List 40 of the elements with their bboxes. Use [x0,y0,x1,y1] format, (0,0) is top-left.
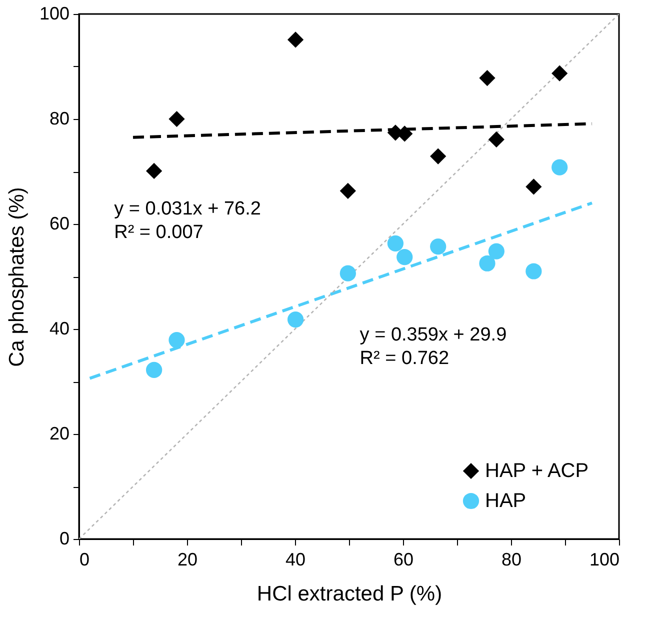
legend-label: HAP + ACP [485,460,589,482]
y-tick-label: 80 [49,108,70,128]
point [340,182,356,199]
y-tick-label: 60 [49,214,70,234]
point [430,238,446,255]
point [479,70,496,86]
point [168,110,185,128]
x-tick-label: 80 [501,550,522,570]
annotation: R² = 0.762 [360,348,450,369]
y-tick-label: 20 [49,424,70,444]
point [146,162,162,180]
point [287,312,304,328]
point [146,362,162,378]
annotation: y = 0.359x + 29.9 [360,324,507,346]
y-axis-title: Ca phosphates (%) [5,187,28,367]
point [287,32,304,48]
point [168,332,185,348]
point [552,65,568,82]
point [526,263,542,280]
point [340,265,356,282]
point [526,178,542,195]
y-tick-label: 40 [49,318,70,338]
legend-label: HAP [485,490,526,512]
x-axis-title: HCl extracted P (%) [256,582,442,606]
x-tick-label: 0 [80,550,90,570]
y-tick-label: 0 [59,528,70,548]
x-tick-label: 100 [589,550,620,570]
point [488,131,504,148]
point [488,243,504,260]
x-tick-label: 40 [285,550,306,570]
annotation: y = 0.031x + 76.2 [114,198,261,220]
annotation: R² = 0.007 [114,222,204,243]
point [396,249,413,266]
point [430,148,446,164]
x-tick-label: 20 [177,550,198,570]
point [479,255,496,272]
point [387,235,404,252]
point [552,159,568,176]
x-tick-label: 60 [393,550,414,570]
y-tick-label: 100 [39,4,70,24]
